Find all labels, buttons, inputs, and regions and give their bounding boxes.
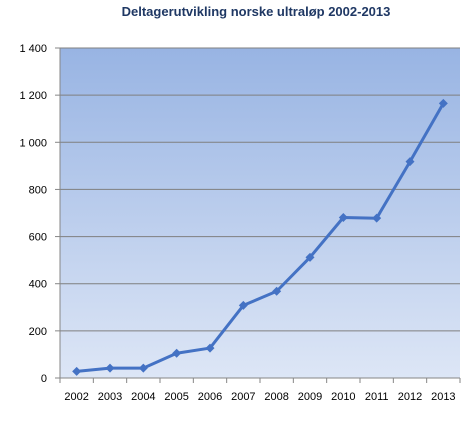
x-tick-label: 2005 [164,391,188,403]
data-point-marker [138,363,148,373]
x-tick-label: 2003 [98,391,122,403]
plot-area [60,48,460,378]
data-point-marker [372,213,382,223]
y-tick-label: 600 [29,232,47,244]
data-point-marker [72,366,82,376]
x-tick-label: 2002 [64,391,88,403]
y-tick-label: 800 [29,184,47,196]
series-markers [72,98,448,376]
y-tick-label: 400 [29,279,47,291]
x-tick-label: 2009 [298,391,322,403]
series-line [75,101,445,373]
data-point-marker [238,300,248,310]
x-tick-label: 2013 [431,391,455,403]
x-tick-label: 2004 [131,391,155,403]
x-tick-label: 2012 [398,391,422,403]
y-tick-label: 1 000 [19,137,47,149]
data-point-marker [205,343,215,353]
data-point-marker [272,286,282,296]
x-tick-label: 2007 [231,391,255,403]
x-tick-label: 2011 [365,391,389,403]
y-axis-tick-labels: 0 200 400 600 800 1 000 1 200 1 400 [19,43,47,385]
series-line-layer [75,101,445,373]
x-tick-label: 2006 [198,391,222,403]
chart-title: Deltagerutvikling norske ultraløp 2002-2… [122,4,391,19]
x-tick-label: 2008 [264,391,288,403]
data-point-marker [305,252,315,262]
data-point-marker [405,157,415,167]
axes [55,47,461,383]
y-tick-label: 200 [29,326,47,338]
data-point-marker [338,212,348,222]
data-point-marker [172,348,182,358]
x-axis-tick-labels: 2002 2003 2004 2005 2006 2007 2008 2009 2010 2011… [64,391,455,403]
y-tick-label: 1 400 [19,43,47,55]
y-tick-label: 0 [41,373,47,385]
data-point-marker [105,363,115,373]
y-tick-label: 1 200 [19,90,47,102]
data-point-marker [438,98,448,108]
x-tick-label: 2010 [331,391,355,403]
gridlines [60,47,460,332]
